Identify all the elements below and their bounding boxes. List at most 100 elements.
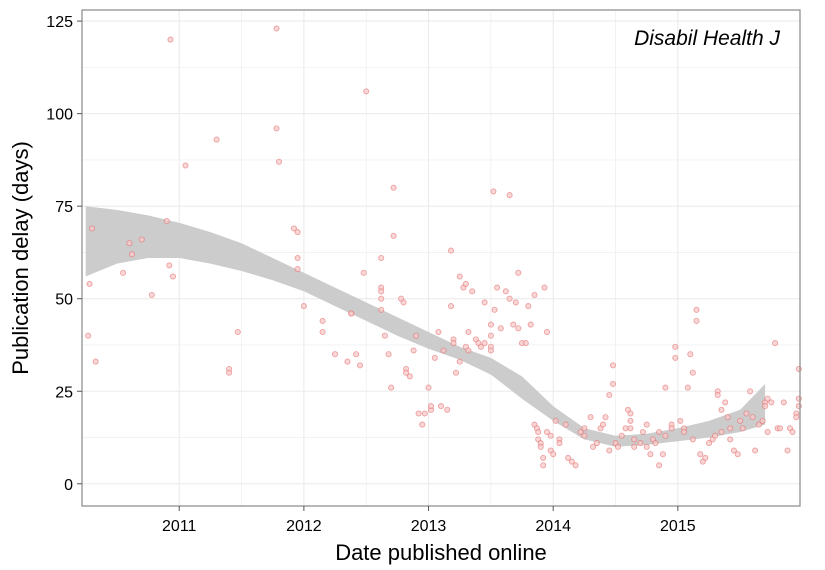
data-point — [743, 410, 750, 417]
data-point — [450, 340, 457, 347]
data-point — [572, 462, 579, 469]
data-point — [762, 403, 769, 410]
data-point — [378, 295, 385, 302]
data-point — [537, 443, 544, 450]
data-point — [747, 388, 754, 395]
data-point — [639, 428, 646, 436]
data-point — [120, 269, 127, 276]
data-point — [378, 254, 385, 262]
data-point — [540, 462, 547, 469]
data-point — [795, 395, 802, 402]
data-point — [490, 188, 497, 195]
data-point — [627, 410, 634, 417]
data-point — [693, 317, 700, 324]
data-point — [540, 454, 547, 461]
data-point — [643, 421, 650, 428]
data-point — [647, 451, 654, 458]
data-point — [668, 425, 675, 432]
data-point — [400, 299, 407, 306]
data-point — [697, 451, 704, 458]
data-point — [777, 425, 784, 432]
data-point — [712, 432, 719, 439]
data-point — [415, 410, 422, 417]
data-point — [167, 36, 174, 43]
data-point — [502, 288, 509, 295]
panel-border — [81, 9, 801, 507]
data-point — [631, 443, 638, 450]
data-point — [92, 358, 99, 365]
data-point — [543, 428, 551, 436]
data-point — [344, 358, 351, 365]
data-point — [718, 428, 725, 436]
data-point — [768, 399, 775, 406]
data-point — [506, 192, 513, 199]
data-point — [734, 451, 741, 458]
data-point — [182, 162, 189, 169]
data-point — [755, 421, 762, 428]
data-point — [85, 332, 92, 339]
data-point — [795, 403, 802, 410]
data-point — [494, 284, 501, 291]
data-point — [138, 236, 145, 243]
data-point — [403, 369, 410, 376]
data-point — [477, 343, 484, 350]
data-point — [169, 273, 177, 280]
data-point — [440, 347, 447, 354]
x-tick-label: 2011 — [162, 518, 197, 535]
data-point — [547, 432, 554, 439]
data-point — [593, 440, 600, 447]
data-point — [294, 229, 301, 236]
data-point — [522, 340, 529, 347]
data-point — [421, 410, 428, 417]
data-point — [609, 380, 617, 387]
data-point — [722, 399, 729, 406]
data-point — [590, 443, 597, 450]
data-point — [562, 421, 569, 428]
data-point — [550, 451, 557, 458]
data-point — [689, 369, 696, 376]
data-point — [702, 454, 709, 461]
data-point — [166, 262, 173, 269]
y-tick-label: 100 — [46, 107, 73, 124]
data-point — [431, 354, 438, 361]
data-point — [687, 351, 694, 358]
data-point — [163, 217, 170, 225]
y-tick-label: 25 — [55, 384, 73, 401]
data-point — [739, 425, 746, 432]
data-point — [793, 414, 800, 421]
data-point — [300, 303, 307, 310]
y-axis-title: Publication delay (days) — [8, 141, 33, 375]
data-point — [656, 462, 663, 469]
data-point — [677, 417, 684, 424]
data-point — [452, 369, 460, 376]
data-point — [656, 428, 663, 436]
data-point — [331, 351, 339, 358]
data-point — [714, 391, 721, 399]
data-point — [319, 328, 326, 336]
data-point — [764, 395, 771, 402]
data-point — [381, 332, 388, 339]
data-point — [581, 432, 588, 439]
data-point — [727, 425, 734, 432]
data-point — [378, 306, 385, 313]
data-point — [462, 280, 469, 287]
data-point — [437, 403, 445, 410]
data-point — [390, 184, 397, 191]
data-point — [465, 347, 472, 354]
data-point — [360, 269, 367, 276]
data-point — [568, 458, 575, 465]
data-point — [606, 391, 613, 399]
data-point — [543, 328, 551, 336]
journal-annotation: Disabil Health J — [634, 27, 780, 50]
data-point — [406, 373, 413, 380]
data-point — [512, 299, 519, 306]
data-point — [294, 266, 301, 273]
data-point — [764, 428, 771, 436]
y-tick-label: 0 — [64, 477, 73, 494]
data-point — [481, 299, 488, 306]
x-tick-label: 2012 — [286, 518, 322, 535]
data-point — [643, 443, 650, 450]
data-point — [427, 403, 435, 410]
data-point — [378, 288, 385, 295]
data-point — [737, 417, 744, 424]
